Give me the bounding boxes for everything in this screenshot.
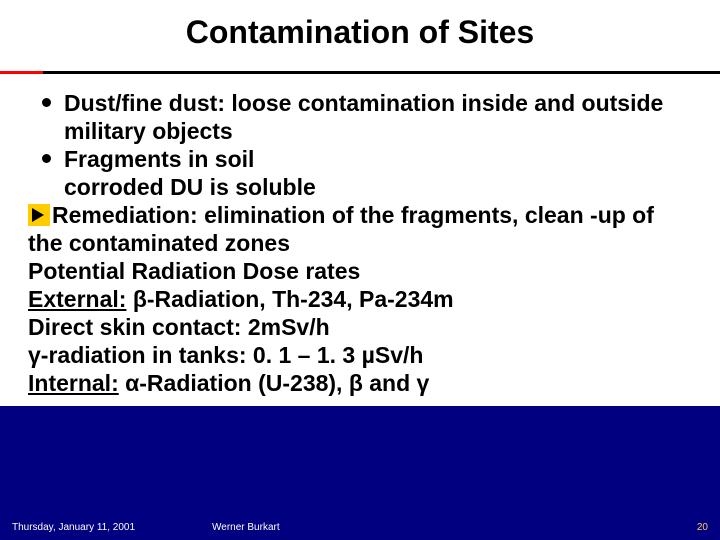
underlined-label: External: [28, 286, 126, 312]
arrow-line: Remediation: elimination of the fragment… [28, 201, 692, 257]
footer: Thursday, January 11, 2001 Werner Burkar… [0, 514, 720, 540]
content-area: Dust/fine dust: loose contamination insi… [0, 83, 720, 406]
bullet-row: Fragments in soil [28, 145, 692, 173]
body-line: Direct skin contact: 2mSv/h [28, 313, 692, 341]
bullet-marker [28, 145, 64, 163]
bullet-text: Dust/fine dust: loose contamination insi… [64, 89, 692, 145]
body-text: β-Radiation, Th-234, Pa-234m [126, 286, 453, 312]
title-area: Contamination of Sites [0, 0, 720, 61]
sub-line: corroded DU is soluble [28, 173, 692, 201]
bullet-text: Fragments in soil [64, 145, 692, 173]
bullet-dot-icon [42, 154, 51, 163]
footer-page-number: 20 [678, 522, 708, 533]
arrow-text: Remediation: elimination of the fragment… [28, 202, 654, 256]
arrow-icon [28, 204, 50, 226]
bullet-dot-icon [42, 98, 51, 107]
body-line: γ-radiation in tanks: 0. 1 – 1. 3 µSv/h [28, 341, 692, 369]
bullet-marker [28, 89, 64, 107]
body-line: Potential Radiation Dose rates [28, 257, 692, 285]
body-line: External: β-Radiation, Th-234, Pa-234m [28, 285, 692, 313]
body-line: Internal: α-Radiation (U-238), β and γ [28, 369, 692, 397]
divider-line [0, 71, 720, 74]
bullet-row: Dust/fine dust: loose contamination insi… [28, 89, 692, 145]
footer-date: Thursday, January 11, 2001 [12, 522, 212, 533]
slide-title: Contamination of Sites [0, 14, 720, 51]
body-text: α-Radiation (U-238), β and γ [119, 370, 430, 396]
underlined-label: Internal: [28, 370, 119, 396]
footer-author: Werner Burkart [212, 522, 678, 533]
divider-wrap [0, 61, 720, 83]
